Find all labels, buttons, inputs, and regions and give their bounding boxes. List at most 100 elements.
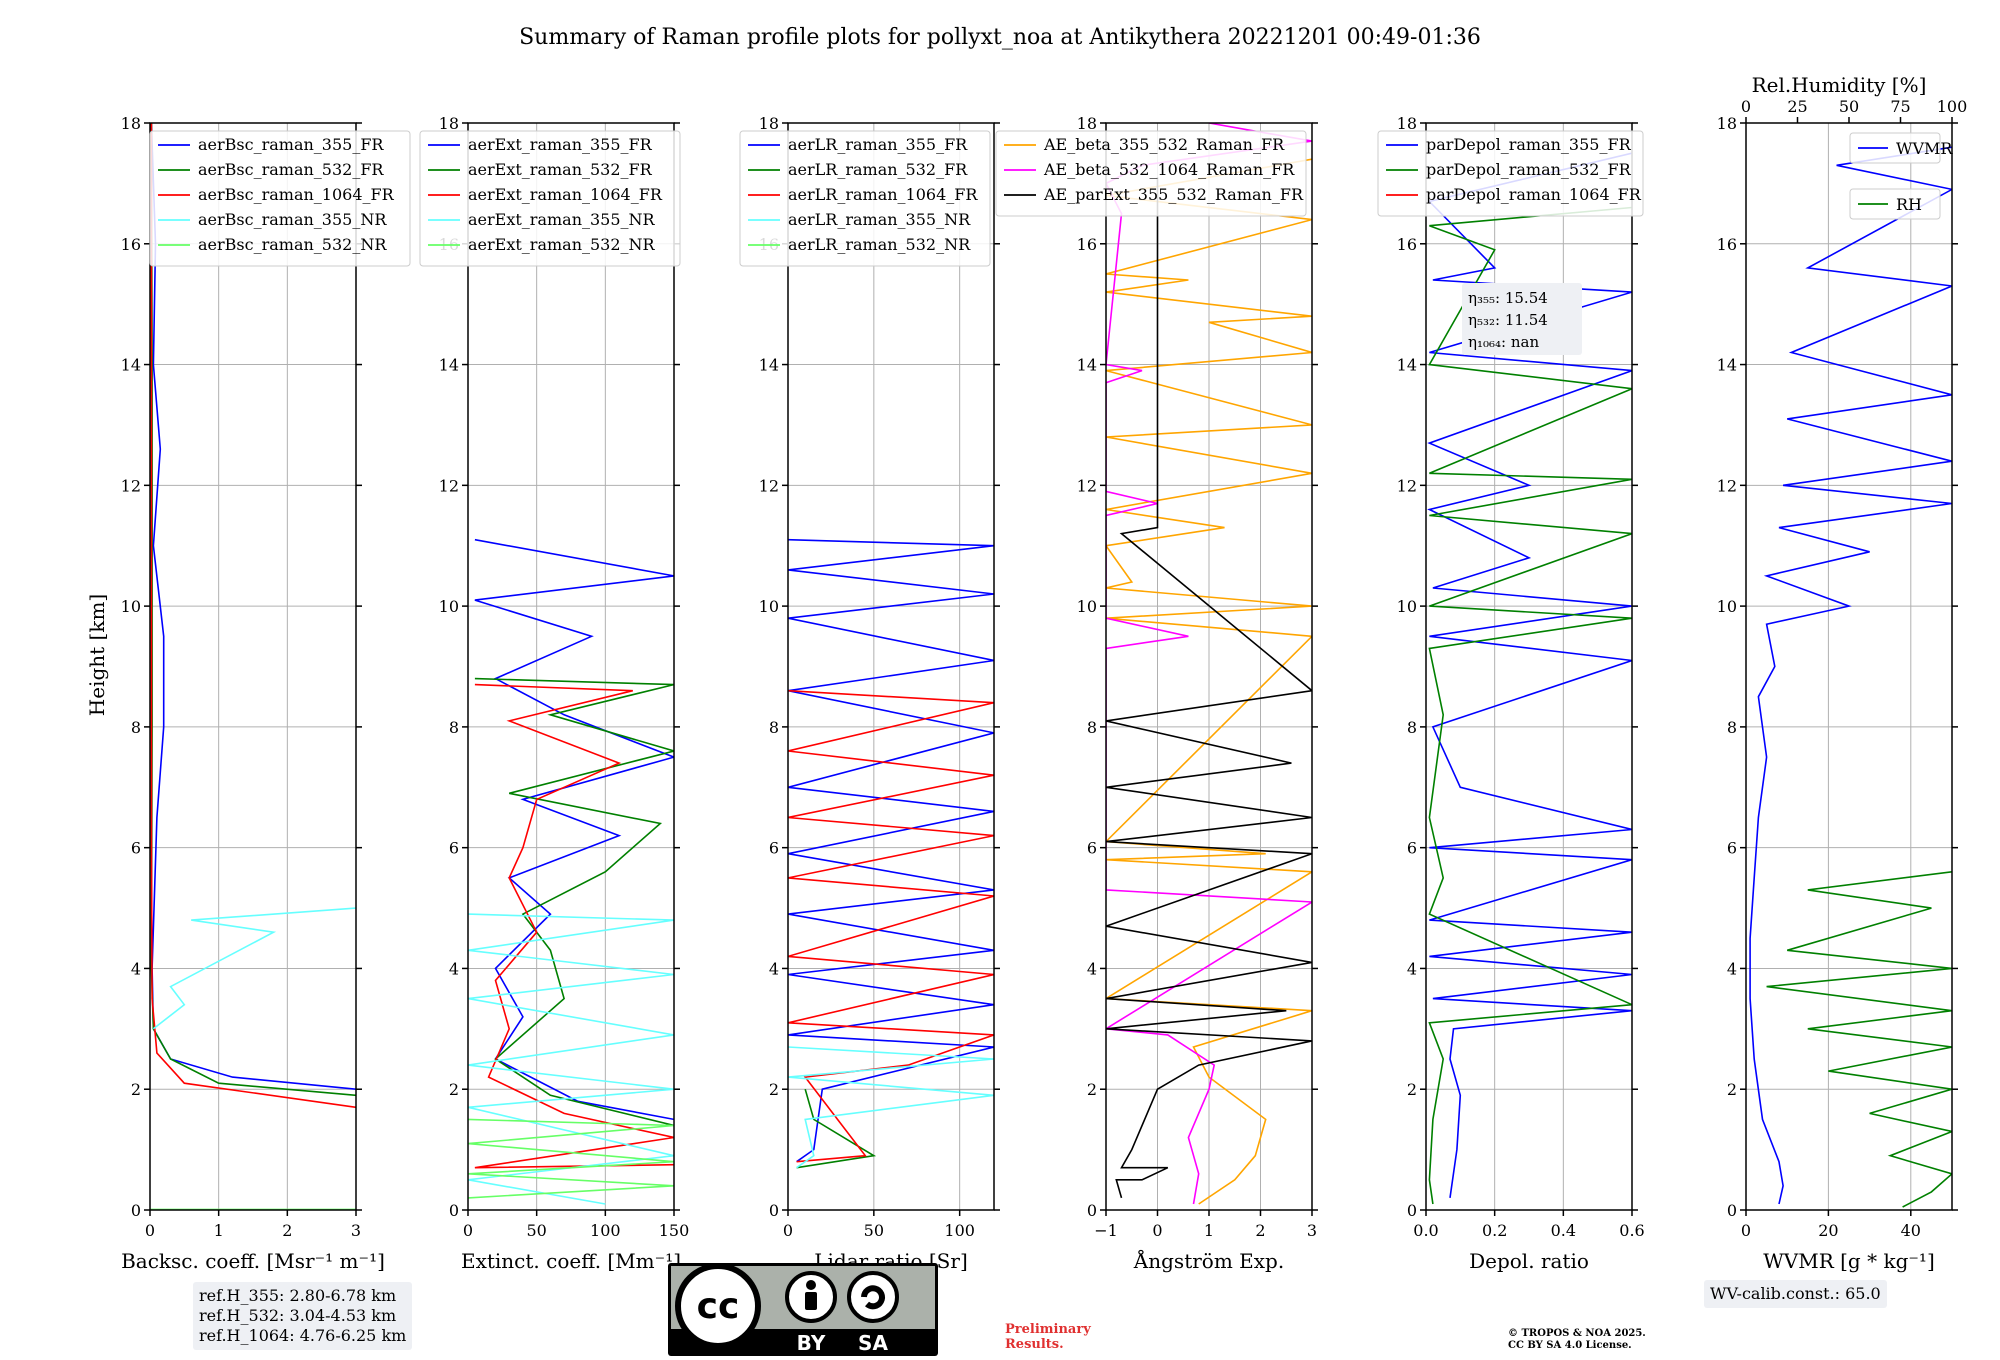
top-x-tick-label: 50 xyxy=(1839,97,1859,116)
legend-box xyxy=(739,130,991,267)
y-tick-label: 12 xyxy=(121,476,141,495)
y-tick-label: 18 xyxy=(759,114,779,133)
y-tick-label: 6 xyxy=(449,839,459,858)
legend-entry: parDepol_raman_1064_FR xyxy=(1426,185,1642,204)
y-tick-label: 0 xyxy=(1727,1201,1737,1220)
legend-entry: aerLR_raman_532_FR xyxy=(788,160,968,179)
sa-label: SA xyxy=(858,1331,888,1355)
series-line-aerExt_raman_1064_FR xyxy=(474,683,674,1169)
y-tick-label: 6 xyxy=(1087,839,1097,858)
legend-box xyxy=(1849,188,1941,220)
top-x-tick-label: 100 xyxy=(1937,97,1968,116)
series-line-parDepol_raman_532_FR xyxy=(1428,206,1632,1205)
legend-entry: parDepol_raman_355_FR xyxy=(1426,135,1632,154)
reference-height-box: ref.H_355: 2.80-6.78 km ref.H_532: 3.04-… xyxy=(193,1282,413,1350)
series-line-AE_parExt_355_532_Raman_FR xyxy=(1106,177,1312,1199)
y-tick-label: 10 xyxy=(1397,597,1417,616)
legend-box xyxy=(149,130,411,267)
x-tick-label: 0 xyxy=(1152,1221,1162,1240)
series-line-parDepol_raman_355_FR xyxy=(1427,152,1632,1199)
legend-box xyxy=(1849,132,1941,164)
legend-entry: AE_beta_355_532_Raman_FR xyxy=(1043,135,1285,154)
x-tick-label: 0 xyxy=(783,1221,793,1240)
legend-entry: RH xyxy=(1896,195,1922,214)
preliminary-results-note: Preliminary Results. xyxy=(1005,1322,1091,1352)
x-tick-label: 0 xyxy=(1741,1221,1751,1240)
series-line-WVMR xyxy=(1749,146,1952,1205)
series-line-aerBsc_raman_1064_FR xyxy=(150,123,356,1109)
x-axis-label: Extinct. coeff. [Mm⁻¹] xyxy=(461,1249,681,1273)
y-tick-label: 12 xyxy=(439,476,459,495)
series-line-aerExt_raman_355_FR xyxy=(474,538,674,1121)
legend-entry: aerBsc_raman_355_FR xyxy=(198,135,384,154)
axes-frame xyxy=(787,122,995,1211)
x-tick-label: 50 xyxy=(864,1221,884,1240)
y-tick-label: 12 xyxy=(1397,476,1417,495)
y-tick-label: 10 xyxy=(1717,597,1737,616)
x-tick-label: 100 xyxy=(944,1221,975,1240)
legend-entry: aerLR_raman_355_FR xyxy=(788,135,968,154)
x-tick-label: 3 xyxy=(351,1221,361,1240)
x-tick-label: 40 xyxy=(1901,1221,1921,1240)
legend-entry: aerExt_raman_1064_FR xyxy=(468,185,663,204)
y-tick-label: 2 xyxy=(1087,1080,1097,1099)
top-axis-label: Rel.Humidity [%] xyxy=(1752,73,1927,97)
y-tick-label: 8 xyxy=(769,718,779,737)
legend-entry: aerLR_raman_532_NR xyxy=(788,235,971,254)
series-line-aerBsc_raman_355_NR xyxy=(152,907,356,1030)
eta-annotation-line: η₅₃₂: 11.54 xyxy=(1468,311,1548,329)
x-tick-label: −1 xyxy=(1094,1221,1118,1240)
y-tick-label: 8 xyxy=(1727,718,1737,737)
series-line-aerLR_raman_355_NR xyxy=(788,1046,994,1169)
legend-entry: aerBsc_raman_1064_FR xyxy=(198,185,395,204)
x-axis-label: WVMR [g * kg⁻¹] xyxy=(1763,1249,1935,1273)
legend-entry: aerExt_raman_532_NR xyxy=(468,235,656,254)
y-tick-label: 4 xyxy=(769,959,779,978)
x-tick-label: 2 xyxy=(282,1221,292,1240)
eta-annotation-line: η₃₅₅: 15.54 xyxy=(1468,289,1548,307)
y-tick-label: 16 xyxy=(1077,235,1097,254)
y-tick-label: 10 xyxy=(121,597,141,616)
y-tick-label: 14 xyxy=(121,356,141,375)
y-tick-label: 16 xyxy=(1717,235,1737,254)
axes-frame xyxy=(1745,122,1953,1211)
y-tick-label: 10 xyxy=(759,597,779,616)
x-tick-label: 0.4 xyxy=(1551,1221,1576,1240)
x-tick-label: 0 xyxy=(463,1221,473,1240)
y-tick-label: 4 xyxy=(449,959,459,978)
y-tick-label: 2 xyxy=(131,1080,141,1099)
panel-2: 024681012141618050100150Extinct. coeff. … xyxy=(419,114,689,1273)
y-tick-label: 12 xyxy=(1077,476,1097,495)
x-tick-label: 100 xyxy=(590,1221,621,1240)
legend-entry: parDepol_raman_532_FR xyxy=(1426,160,1632,179)
legend-entry: WVMR xyxy=(1896,139,1953,158)
cc-text: cc xyxy=(697,1286,740,1327)
y-tick-label: 4 xyxy=(131,959,141,978)
legend-entry: aerLR_raman_355_NR xyxy=(788,210,971,229)
y-tick-label: 0 xyxy=(769,1201,779,1220)
y-tick-label: 18 xyxy=(439,114,459,133)
y-tick-label: 4 xyxy=(1407,959,1417,978)
series-line-aerLR_raman_355_FR xyxy=(788,538,994,1163)
top-x-tick-label: 75 xyxy=(1890,97,1910,116)
y-tick-label: 14 xyxy=(439,356,459,375)
x-axis-label: Backsc. coeff. [Msr⁻¹ m⁻¹] xyxy=(121,1249,385,1273)
legend-entry: AE_parExt_355_532_Raman_FR xyxy=(1043,185,1304,204)
series-line-RH xyxy=(1766,871,1952,1208)
y-tick-label: 18 xyxy=(1717,114,1737,133)
y-tick-label: 2 xyxy=(769,1080,779,1099)
y-tick-label: 14 xyxy=(1077,356,1097,375)
x-tick-label: 3 xyxy=(1307,1221,1317,1240)
x-tick-label: 0.0 xyxy=(1413,1221,1438,1240)
figure-title: Summary of Raman profile plots for polly… xyxy=(519,25,1481,50)
panel-3: 024681012141618050100Lidar ratio [Sr]aer… xyxy=(739,114,1000,1273)
panel-5: 0 2 4 6 8 10 12 14 16 18 0.0 0.2 0.4 0.6 Depol. ratio p… xyxy=(1377,114,1645,1273)
y-tick-label: 18 xyxy=(121,114,141,133)
y-tick-label: 4 xyxy=(1087,959,1097,978)
top-x-tick-label: 0 xyxy=(1741,97,1751,116)
series-line-aerLR_raman_532_FR xyxy=(796,1088,877,1169)
series-line-aerBsc_raman_532_FR xyxy=(150,123,356,1097)
